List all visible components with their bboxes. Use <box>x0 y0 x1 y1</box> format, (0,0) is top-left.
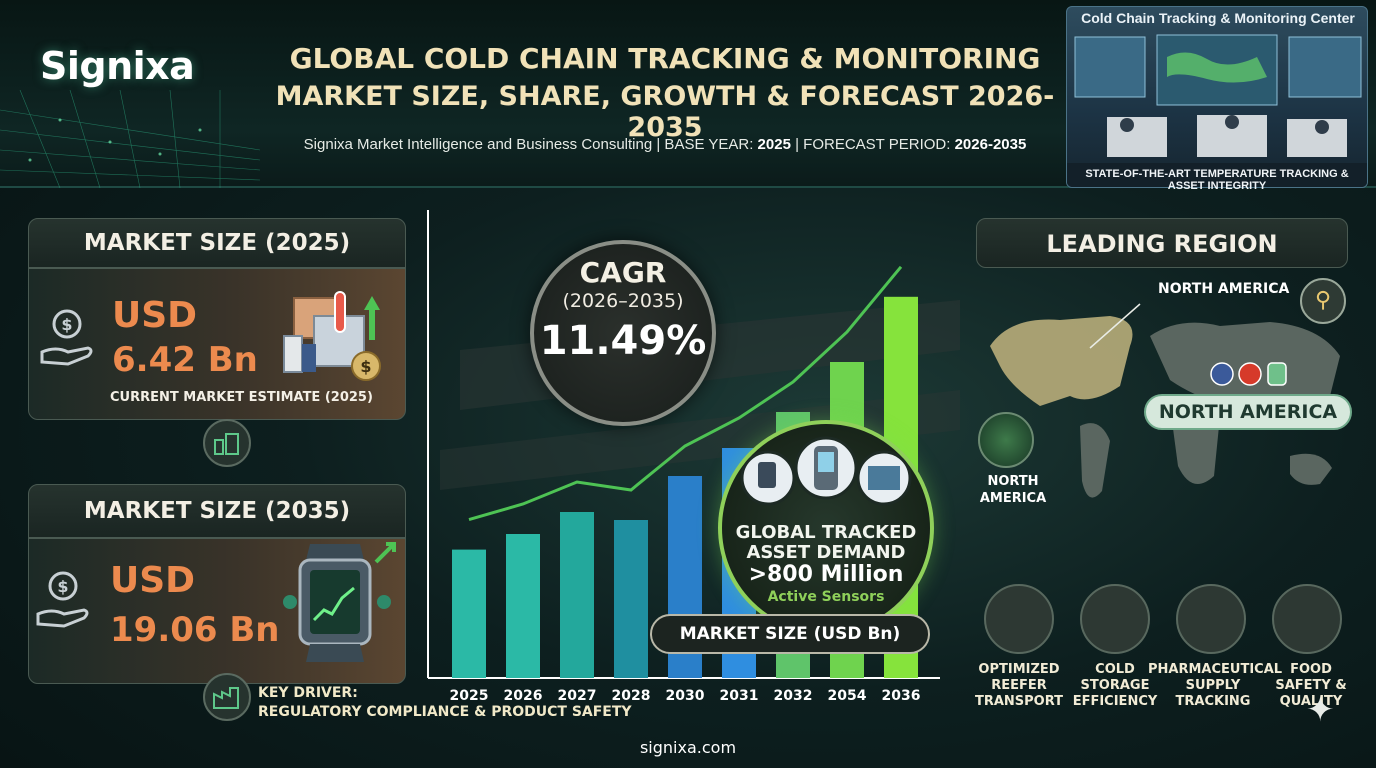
bar-2027 <box>560 512 594 678</box>
asset-demand-value: >800 Million <box>748 562 904 587</box>
segment-line: FOOD <box>1290 662 1332 677</box>
globe-label-line-1: NORTH <box>987 474 1039 489</box>
segment-pharmaceutical: PHARMACEUTICAL SUPPLY TRACKING <box>1148 662 1283 710</box>
svg-text:$: $ <box>360 357 371 376</box>
food-icon <box>1272 584 1342 654</box>
bar-2026 <box>506 534 540 678</box>
china-flag-icon <box>1238 362 1262 386</box>
segment-line: REEFER <box>991 678 1047 693</box>
cagr-value: 11.49% <box>539 318 707 364</box>
cagr-badge <box>530 240 716 426</box>
segment-food-safety: FOOD SAFETY & QUALITY <box>1256 662 1366 710</box>
segment-line: PHARMACEUTICAL <box>1148 662 1283 677</box>
x-tick-label: 2031 <box>720 688 759 704</box>
truck-icon <box>984 584 1054 654</box>
page-title-line-2: MARKET SIZE, SHARE, GROWTH & FORECAST 20… <box>275 81 1055 143</box>
market-2025-title: MARKET SIZE (2025) <box>83 230 351 256</box>
segment-line: OPTIMIZED <box>978 662 1060 677</box>
x-tick-label: 2032 <box>774 688 813 704</box>
package-tag-icon <box>1267 362 1287 386</box>
money-hand-icon: $ <box>36 571 89 628</box>
x-tick-label: 2027 <box>558 688 597 704</box>
leading-region-title: LEADING REGION <box>1046 230 1278 258</box>
trend-arrow-line <box>468 265 903 522</box>
segment-line: SUPPLY <box>1185 678 1241 693</box>
warehouse-icon <box>203 419 251 467</box>
chart-axis-label: MARKET SIZE (USD Bn) <box>679 624 901 644</box>
smart-sensor-device-icon <box>283 542 396 662</box>
footer-url[interactable]: signixa.com <box>639 738 737 757</box>
control-center-caption: STATE-OF-THE-ART TEMPERATURE TRACKING & … <box>1085 168 1349 192</box>
control-center-scene <box>1067 34 1367 187</box>
x-tick-label: 2054 <box>828 688 867 704</box>
x-tick-label: 2025 <box>450 688 489 704</box>
market-2025-currency: USD <box>112 295 198 336</box>
asset-demand-subtitle: Active Sensors <box>767 589 885 605</box>
eurasia-shape <box>1150 322 1340 404</box>
x-tick-label: 2036 <box>882 688 921 704</box>
us-flag-icon <box>1210 362 1234 386</box>
x-tick-label: 2028 <box>612 688 651 704</box>
leading-region-badge-text: NORTH AMERICA <box>1158 401 1338 423</box>
market-2035-currency: USD <box>110 560 196 601</box>
forecast-period: 2026-2035 <box>954 136 1027 153</box>
leading-region-callout: NORTH AMERICA <box>1158 281 1290 297</box>
leading-region-badge <box>1144 394 1352 430</box>
bar-2028 <box>614 520 648 678</box>
svg-text:$: $ <box>57 577 68 596</box>
compliance-factory-icon <box>203 673 251 721</box>
leading-region-header <box>976 218 1348 268</box>
market-2025-value: 6.42 Bn <box>112 340 258 380</box>
page-title-line-1: GLOBAL COLD CHAIN TRACKING & MONITORING <box>289 42 1041 75</box>
subtitle-mid: | FORECAST PERIOD: <box>790 136 955 153</box>
segment-line: QUALITY <box>1279 694 1343 709</box>
key-driver-text: REGULATORY COMPLIANCE & PRODUCT SAFETY <box>258 704 632 720</box>
segment-cold-storage: COLD STORAGE EFFICIENCY <box>1060 662 1170 710</box>
bar-2025 <box>452 549 486 678</box>
segment-line: EFFICIENCY <box>1072 694 1158 709</box>
medicine-icon <box>1176 584 1246 654</box>
sparkle-icon: ✦ <box>1306 690 1335 730</box>
market-2035-value: 19.06 Bn <box>110 610 280 650</box>
cagr-period: (2026–2035) <box>562 290 684 312</box>
network-grid-decoration <box>0 90 260 188</box>
control-center-title: Cold Chain Tracking & Monitoring Center <box>1081 10 1355 26</box>
cold-storage-packages-icon: $ <box>283 291 381 381</box>
svg-text:$: $ <box>61 315 72 334</box>
cagr-label: CAGR <box>579 256 667 289</box>
sensor-devices-icon <box>740 436 912 506</box>
location-pin-icon: ⚲ <box>1300 278 1346 324</box>
segment-line: TRANSPORT <box>974 694 1064 709</box>
world-map <box>990 303 1340 498</box>
x-tick-labels: 2025 2026 2027 2028 2030 2031 2032 2054 2036 <box>450 688 921 704</box>
chart-axis-label-pill <box>650 614 930 654</box>
report-subtitle: Signixa Market Intelligence and Business… <box>250 136 1080 153</box>
key-driver-label: KEY DRIVER: <box>258 685 358 701</box>
fridge-icon <box>1080 584 1150 654</box>
south-america-shape <box>1080 423 1110 498</box>
market-2035-card-header <box>28 484 406 538</box>
globe-label-line-2: AMERICA <box>979 491 1047 506</box>
control-center-illustration <box>1066 6 1368 188</box>
north-america-shape <box>990 316 1133 406</box>
segment-line: COLD <box>1095 662 1135 677</box>
callout-line <box>1089 303 1141 349</box>
australia-shape <box>1290 453 1332 485</box>
subtitle-prefix: Signixa Market Intelligence and Business… <box>303 136 758 153</box>
segment-line: TRACKING <box>1175 694 1251 709</box>
money-hand-icon: $ <box>40 309 93 366</box>
base-year: 2025 <box>757 136 791 153</box>
globe-icon <box>978 412 1034 468</box>
x-tick-label: 2026 <box>504 688 543 704</box>
market-2025-note: CURRENT MARKET ESTIMATE (2025) <box>110 390 373 405</box>
segment-line: SAFETY & <box>1275 678 1347 693</box>
segment-reefer-transport: OPTIMIZED REEFER TRANSPORT <box>964 662 1074 710</box>
asset-demand-line-1: GLOBAL TRACKED <box>735 522 917 543</box>
brand-logo: Signixa <box>40 44 195 88</box>
market-2025-card-header <box>28 218 406 268</box>
x-tick-label: 2030 <box>666 688 705 704</box>
market-2035-title: MARKET SIZE (2035) <box>83 498 351 524</box>
asset-demand-line-2: ASSET DEMAND <box>746 542 906 563</box>
segment-line: STORAGE <box>1080 678 1150 693</box>
